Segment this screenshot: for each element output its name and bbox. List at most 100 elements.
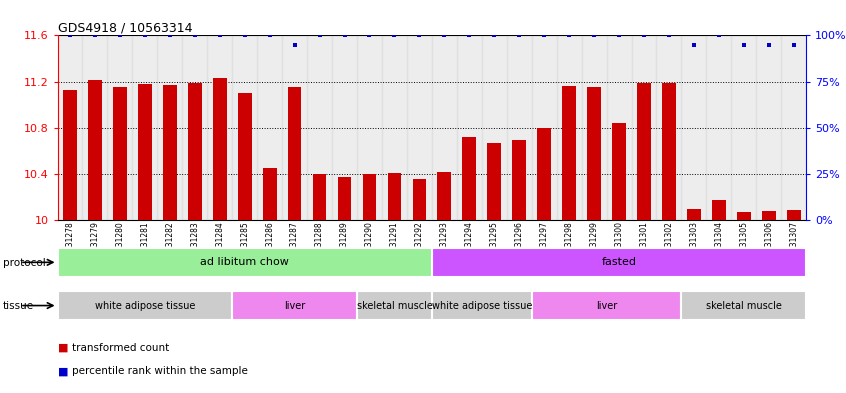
Point	[213, 32, 227, 39]
Bar	[232, 35, 257, 220]
Bar	[437, 172, 451, 220]
Point	[338, 32, 351, 39]
Text: ■: ■	[58, 366, 68, 376]
Bar	[213, 78, 227, 220]
Bar	[407, 35, 431, 220]
Text: skeletal muscle: skeletal muscle	[356, 301, 432, 310]
Bar	[113, 87, 127, 220]
Bar	[88, 81, 102, 220]
Bar	[787, 210, 800, 220]
Bar	[662, 83, 676, 220]
Bar	[238, 93, 251, 220]
Bar	[712, 200, 726, 220]
Point	[238, 32, 251, 39]
Text: ■: ■	[58, 343, 68, 353]
Bar	[607, 35, 631, 220]
Point	[487, 32, 501, 39]
Point	[387, 32, 401, 39]
Text: white adipose tissue: white adipose tissue	[95, 301, 195, 310]
Bar	[782, 35, 806, 220]
Bar	[138, 84, 151, 220]
Point	[613, 32, 626, 39]
Bar	[431, 248, 806, 277]
Point	[712, 32, 726, 39]
Point	[587, 32, 601, 39]
Point	[787, 41, 800, 48]
Bar	[58, 291, 232, 320]
Text: percentile rank within the sample: percentile rank within the sample	[72, 366, 248, 376]
Bar	[463, 137, 476, 220]
Text: tissue: tissue	[3, 301, 34, 311]
Point	[363, 32, 376, 39]
Bar	[207, 35, 232, 220]
Point	[563, 32, 576, 39]
Bar	[557, 35, 582, 220]
Text: white adipose tissue: white adipose tissue	[431, 301, 532, 310]
Point	[737, 41, 750, 48]
Text: liver: liver	[596, 301, 618, 310]
Point	[313, 32, 327, 39]
Bar	[332, 35, 357, 220]
Bar	[413, 178, 426, 220]
Text: skeletal muscle: skeletal muscle	[706, 301, 782, 310]
Bar	[58, 248, 431, 277]
Bar	[756, 35, 781, 220]
Text: ad libitum chow: ad libitum chow	[201, 257, 289, 267]
Bar	[183, 35, 207, 220]
Bar	[387, 173, 401, 220]
Bar	[582, 35, 607, 220]
Point	[63, 32, 77, 39]
Bar	[363, 174, 376, 220]
Bar	[357, 35, 382, 220]
Bar	[737, 212, 750, 220]
Bar	[482, 35, 507, 220]
Point	[88, 32, 102, 39]
Bar	[431, 35, 457, 220]
Bar	[687, 209, 700, 220]
Bar	[357, 291, 431, 320]
Bar	[232, 291, 357, 320]
Bar	[706, 35, 731, 220]
Bar	[431, 291, 532, 320]
Bar	[507, 35, 532, 220]
Bar	[731, 35, 756, 220]
Text: fasted: fasted	[602, 257, 636, 267]
Text: transformed count: transformed count	[72, 343, 169, 353]
Bar	[682, 291, 806, 320]
Bar	[283, 35, 307, 220]
Point	[188, 32, 201, 39]
Text: liver: liver	[284, 301, 305, 310]
Bar	[157, 35, 183, 220]
Point	[437, 32, 451, 39]
Point	[263, 32, 277, 39]
Bar	[563, 86, 576, 220]
Point	[163, 32, 177, 39]
Point	[138, 32, 151, 39]
Text: protocol: protocol	[3, 257, 46, 268]
Point	[762, 41, 776, 48]
Bar	[656, 35, 681, 220]
Bar	[513, 140, 526, 220]
Bar	[631, 35, 656, 220]
Bar	[637, 83, 651, 220]
Point	[662, 32, 676, 39]
Point	[537, 32, 551, 39]
Bar	[487, 143, 501, 220]
Bar	[762, 211, 776, 220]
Bar	[288, 87, 301, 220]
Bar	[307, 35, 332, 220]
Bar	[257, 35, 283, 220]
Bar	[263, 168, 277, 220]
Bar	[58, 35, 82, 220]
Bar	[188, 83, 201, 220]
Bar	[587, 87, 601, 220]
Bar	[537, 128, 551, 220]
Point	[413, 32, 426, 39]
Bar	[613, 123, 626, 220]
Point	[288, 41, 301, 48]
Point	[463, 32, 476, 39]
Bar	[382, 35, 407, 220]
Point	[113, 32, 127, 39]
Bar	[531, 35, 557, 220]
Bar	[63, 90, 77, 220]
